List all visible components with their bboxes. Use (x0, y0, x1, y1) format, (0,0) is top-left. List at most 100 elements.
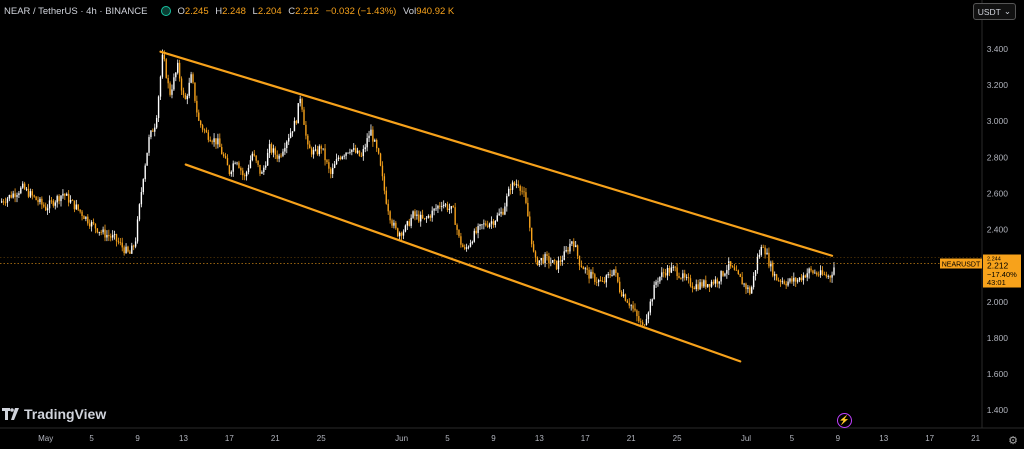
candle-body (221, 147, 223, 155)
candle-body (647, 312, 650, 320)
candle-body (565, 250, 567, 252)
candle-body (48, 200, 51, 209)
candle-body (402, 231, 405, 236)
x-tick-label: Jul (741, 434, 751, 443)
x-tick-label: 5 (445, 434, 450, 443)
candle-body (397, 228, 399, 237)
symbol-title[interactable]: NEAR / TetherUS · 4h · BINANCE (4, 5, 148, 17)
candle-body (619, 281, 621, 293)
candle-body (46, 208, 49, 211)
trendline-lower[interactable] (184, 163, 742, 363)
candle-body (96, 228, 99, 233)
candle-body (735, 270, 738, 271)
currency-selector[interactable]: USDT ⌄ (972, 3, 1016, 20)
candle-body (123, 247, 125, 254)
candle-body (506, 196, 508, 207)
candle-body (676, 267, 678, 277)
candle-body (477, 226, 479, 233)
candle-body (83, 216, 85, 219)
candle-body (92, 221, 95, 224)
candle-body (737, 270, 740, 274)
y-tick-label: 2.800 (987, 152, 1009, 162)
candle-body (726, 270, 728, 274)
candle-body (609, 274, 611, 276)
candle-body (2, 201, 5, 203)
candle-body (356, 150, 359, 153)
candle-body (787, 281, 789, 286)
candle-body (416, 214, 418, 216)
candle-body (165, 59, 167, 78)
candle-body (421, 214, 424, 219)
candle-body (492, 221, 495, 225)
x-tick-label: 25 (673, 434, 682, 443)
candle-body (454, 207, 456, 225)
candle-body (752, 275, 755, 288)
candle-body (77, 204, 79, 210)
candle-body (265, 165, 267, 168)
candle-body (770, 262, 772, 267)
candle-body (81, 211, 83, 217)
candle-body (175, 72, 177, 78)
candle-body (442, 204, 445, 207)
y-tick-label: 2.000 (987, 297, 1009, 307)
candle-body (433, 208, 435, 211)
gear-icon[interactable]: ⚙ (1008, 435, 1018, 447)
candle-body (494, 220, 497, 225)
candle-body (800, 277, 803, 281)
candle-body (215, 138, 217, 145)
candle-body (538, 260, 541, 265)
candle-body (418, 214, 420, 222)
candle-body (381, 165, 384, 177)
candle-body (473, 230, 475, 242)
candle-body (372, 129, 374, 142)
candle-body (645, 319, 648, 325)
candle-body (527, 202, 529, 217)
candle-body (479, 224, 481, 227)
candle-body (8, 195, 11, 199)
candle-body (663, 272, 665, 274)
candle-body (724, 273, 726, 276)
trendline-upper[interactable] (159, 50, 834, 257)
candle-body (456, 224, 458, 230)
candle-body (661, 272, 663, 277)
candle-body (444, 204, 447, 206)
candle-body (806, 273, 808, 278)
candle-body (814, 272, 816, 274)
candle-body (638, 316, 640, 322)
candle-body (155, 118, 158, 128)
x-tick-label: 13 (179, 434, 188, 443)
candle-body (395, 222, 397, 229)
y-tick-label: 3.000 (987, 116, 1009, 126)
market-status-icon (161, 6, 172, 16)
candle-body (446, 204, 449, 210)
candle-body (62, 193, 64, 196)
candle-body (605, 275, 608, 283)
candle-body (190, 74, 192, 83)
lightning-icon[interactable]: ⚡ (837, 413, 852, 428)
candle-body (377, 148, 380, 154)
candle-body (41, 198, 43, 205)
candle-body (739, 273, 741, 277)
candle-body (379, 153, 382, 166)
candle-body (508, 188, 510, 197)
candle-body (716, 279, 718, 284)
candle-body (37, 200, 39, 203)
candle-body (364, 147, 366, 150)
candle-body (104, 229, 106, 238)
candle-body (649, 301, 652, 313)
candle-body (29, 191, 32, 197)
candle-body (171, 89, 173, 95)
candle-body (781, 281, 784, 283)
tradingview-logo[interactable]: TradingView (2, 406, 106, 422)
candle-body (580, 265, 583, 268)
candle-body (316, 149, 319, 155)
candle-body (745, 283, 747, 289)
candle-body (779, 280, 782, 282)
candle-body (582, 267, 585, 270)
candle-body (808, 268, 810, 274)
candle-body (684, 273, 686, 278)
candle-body (71, 200, 74, 201)
candle-body (322, 148, 324, 150)
